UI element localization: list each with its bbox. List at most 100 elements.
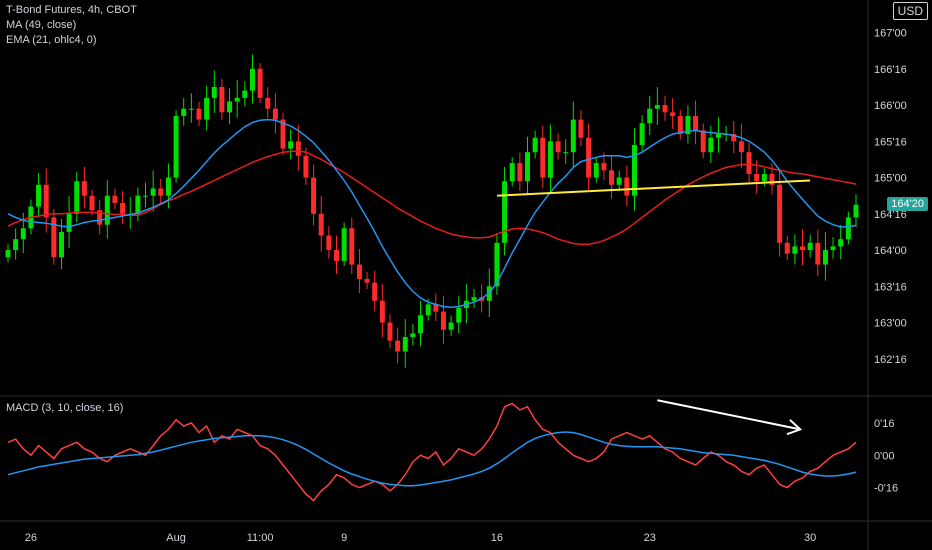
candle-body: [13, 239, 19, 251]
candle-body: [58, 231, 64, 258]
candle-body: [249, 68, 255, 91]
candle-body: [609, 170, 615, 185]
price-tick-label: 165'00: [874, 173, 907, 185]
candle-body: [524, 152, 530, 182]
last-price-tag: 164'20: [887, 196, 928, 211]
time-tick-label: 9: [341, 532, 347, 544]
ma-line: [7, 150, 857, 245]
candle-body: [402, 337, 408, 352]
price-tick-label: 166'16: [874, 64, 907, 76]
candle-body: [631, 144, 637, 196]
candle-body: [616, 177, 622, 185]
candle-body: [853, 204, 859, 218]
candle-body: [81, 181, 87, 196]
candle-body: [708, 137, 714, 153]
candle-body: [586, 137, 592, 178]
candle-body: [20, 228, 26, 240]
candle-body: [624, 177, 630, 196]
candle-body: [746, 152, 752, 174]
candle-body: [494, 242, 500, 287]
candle-body: [807, 242, 813, 251]
candle-body: [845, 217, 851, 240]
candle-body: [318, 213, 324, 236]
candle-body: [112, 195, 118, 203]
candle-body: [211, 86, 217, 98]
candle-body: [700, 130, 706, 153]
candle-body: [165, 177, 171, 196]
candle-body: [143, 195, 149, 197]
candle-body: [410, 333, 416, 338]
candle-body: [349, 228, 355, 265]
candle-body: [89, 195, 95, 211]
annotation-arrow: [657, 399, 801, 431]
candle-body: [731, 134, 737, 142]
candle-body: [448, 322, 454, 330]
candle-body: [777, 184, 783, 243]
macd-tick-label: 0'00: [874, 450, 894, 462]
candle-body: [204, 97, 210, 120]
candle-body: [830, 246, 836, 251]
candle-body: [563, 152, 569, 154]
time-tick-label: 26: [25, 532, 37, 544]
price-tick-label: 165'16: [874, 136, 907, 148]
candle-body: [654, 105, 660, 109]
candle-body: [540, 137, 546, 178]
annotation-arrow-head: [786, 419, 803, 436]
price-tick-label: 163'16: [874, 281, 907, 293]
price-tick-label: 166'00: [874, 100, 907, 112]
candle-body: [418, 315, 424, 334]
candle-body: [800, 246, 806, 251]
candle-body: [815, 242, 821, 265]
candle-body: [341, 228, 347, 261]
candle-body: [784, 242, 790, 254]
candle-body: [272, 108, 278, 120]
candle-body: [677, 115, 683, 135]
macd-legend[interactable]: MACD (3, 10, close, 16): [6, 402, 124, 414]
candle-body: [456, 308, 462, 323]
candle-body: [639, 123, 645, 145]
candle-body: [227, 101, 233, 113]
macd-line: [7, 402, 857, 502]
candle-body: [150, 188, 156, 196]
candle-body: [364, 279, 370, 283]
candle-body: [288, 141, 294, 149]
candle-body: [219, 86, 225, 113]
macd-tick-label: 0'16: [874, 418, 894, 430]
candle-body: [265, 97, 271, 109]
candle-body: [104, 195, 110, 225]
candle-body: [257, 68, 263, 98]
candle-body: [555, 141, 561, 153]
candle-body: [387, 322, 393, 341]
candle-body: [51, 217, 57, 258]
candle-body: [295, 141, 301, 156]
candle-body: [43, 184, 49, 218]
symbol-title[interactable]: T-Bond Futures, 4h, CBOT: [6, 4, 137, 16]
price-tick-label: 162'16: [874, 354, 907, 366]
candle-body: [647, 108, 653, 124]
candle-body: [502, 181, 508, 243]
signal-line: [7, 431, 857, 487]
candle-body: [822, 250, 828, 265]
ema-legend[interactable]: EMA (21, ohlc4, 0): [6, 34, 97, 46]
price-tick-label: 163'00: [874, 318, 907, 330]
macd-tick-label: -0'16: [874, 483, 898, 495]
price-tick-label: 167'00: [874, 28, 907, 40]
candle-body: [234, 97, 240, 102]
candle-body: [517, 163, 523, 182]
candle-body: [532, 137, 538, 153]
candle-body: [135, 195, 141, 214]
candle-body: [356, 264, 362, 280]
ma-legend[interactable]: MA (49, close): [6, 19, 77, 31]
candle-body: [326, 235, 332, 251]
candle-body: [670, 112, 676, 116]
candle-body: [303, 155, 309, 178]
candle-body: [685, 115, 691, 135]
candle-body: [188, 108, 194, 110]
candle-body: [715, 134, 721, 138]
candle-body: [181, 108, 187, 116]
candle-body: [769, 173, 775, 185]
price-tick-label: 164'00: [874, 245, 907, 257]
candle-body: [578, 119, 584, 138]
currency-label[interactable]: USD: [892, 2, 928, 20]
